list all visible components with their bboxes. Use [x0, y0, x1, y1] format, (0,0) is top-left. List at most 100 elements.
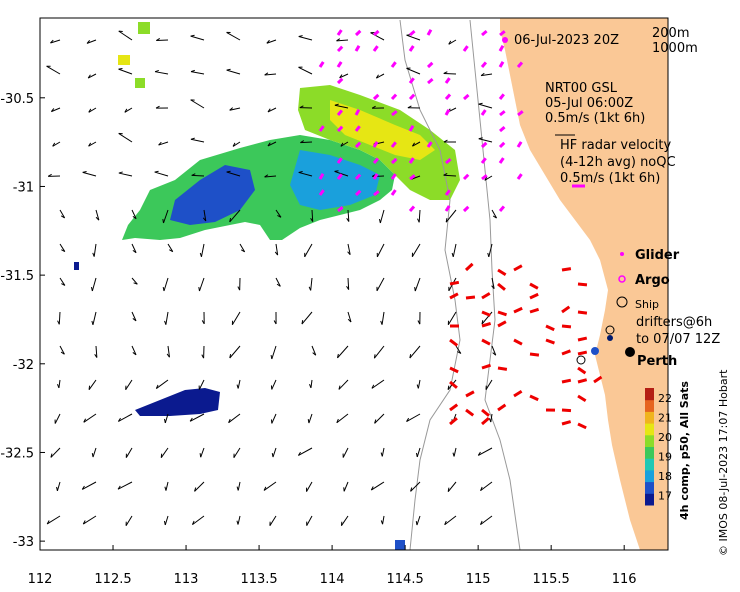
- ocean-current-arrow: [409, 345, 421, 359]
- y-tick-label: -32.5: [0, 446, 34, 461]
- hf-radar-arrow: [481, 338, 491, 346]
- glider-velocity-arrow: [426, 61, 434, 69]
- ocean-current-arrow: [381, 311, 385, 325]
- ocean-current-arrow: [490, 413, 493, 423]
- ocean-current-arrowhead: [484, 176, 488, 181]
- glider-velocity-arrow: [354, 125, 361, 132]
- ocean-current-arrow: [124, 107, 133, 113]
- ocean-current-arrowhead: [451, 252, 454, 257]
- hf-avg: (4-12h avg) noQC: [560, 155, 676, 170]
- ocean-current-arrowhead: [163, 418, 166, 424]
- ocean-current-arrowhead: [443, 71, 448, 74]
- ocean-current-arrow: [163, 277, 169, 292]
- ocean-current-arrow: [347, 311, 352, 323]
- ocean-current-arrowhead: [94, 353, 98, 358]
- glider-velocity-arrow: [444, 109, 451, 116]
- ocean-current-arrow: [160, 447, 169, 459]
- ocean-current-arrow: [342, 447, 349, 458]
- ocean-current-arrow: [56, 481, 61, 492]
- colorbar-segment: [645, 481, 654, 494]
- ocean-current-arrowhead: [133, 282, 138, 285]
- ocean-current-arrowhead: [346, 286, 350, 290]
- perth-marker: [625, 347, 635, 357]
- ocean-current-arrowhead: [228, 418, 231, 423]
- ocean-current-arrowhead: [82, 170, 87, 173]
- sst-speck-1: [118, 55, 130, 65]
- ocean-current-arrow: [131, 277, 138, 285]
- hf-radar-arrow: [449, 403, 459, 412]
- ocean-current-arrowhead: [478, 137, 483, 140]
- glider-velocity-arrow: [498, 93, 505, 100]
- glider-velocity-arrow: [354, 29, 362, 37]
- ocean-current-arrow: [58, 379, 61, 389]
- ocean-current-arrowhead: [232, 142, 236, 147]
- ocean-current-arrowhead: [267, 108, 271, 113]
- hf-radar-arrow: [513, 389, 523, 398]
- hf-radar-arrow: [561, 408, 572, 413]
- ocean-current-arrowhead: [57, 320, 60, 325]
- hf-scale: 0.5m/s (1kt 6h): [560, 171, 660, 186]
- glider-velocity-arrow: [462, 205, 470, 213]
- ocean-current-arrow: [336, 39, 349, 42]
- ocean-current-arrow: [58, 311, 61, 325]
- ocean-current-arrow: [191, 174, 205, 177]
- ocean-current-arrow: [93, 243, 97, 257]
- ocean-current-arrow: [190, 99, 205, 109]
- ocean-current-arrowhead: [373, 354, 376, 359]
- ocean-current-arrow: [167, 345, 170, 358]
- ocean-current-arrowhead: [132, 249, 137, 254]
- ocean-current-arrowhead: [410, 487, 413, 492]
- hf-radar-arrow: [497, 320, 507, 328]
- hf-radar-arrow: [497, 366, 508, 371]
- ocean-current-arrow: [414, 277, 421, 292]
- x-tick-label: 112.5: [94, 572, 131, 587]
- y-tick-label: -31: [13, 180, 34, 195]
- ocean-current-arrowhead: [407, 105, 412, 109]
- glider-velocity-arrow: [336, 29, 343, 36]
- hf-radar-arrow: [577, 394, 587, 403]
- ocean-current-arrow: [51, 107, 61, 113]
- ocean-current-arrow: [46, 515, 61, 525]
- ocean-current-arrow: [371, 379, 385, 389]
- ocean-current-arrow: [298, 36, 313, 41]
- glider-velocity-arrows: [318, 29, 524, 213]
- bathymetry-contours: [399, 19, 521, 551]
- ocean-current-arrowhead: [87, 74, 91, 79]
- ocean-current-arrow: [301, 311, 313, 325]
- ocean-current-arrowhead: [91, 453, 94, 458]
- ocean-current-arrow: [54, 413, 61, 424]
- ocean-current-arrowhead: [201, 354, 205, 359]
- ocean-current-arrow: [118, 30, 133, 41]
- glider-velocity-arrow: [318, 61, 325, 68]
- ocean-current-arrow: [190, 35, 205, 41]
- x-tick-label: 112: [28, 572, 53, 587]
- ocean-current-arrowhead: [229, 217, 232, 223]
- depth-label-1000m: 1000m: [652, 41, 698, 56]
- ocean-current-arrow: [86, 39, 97, 44]
- ocean-current-arrow: [275, 209, 282, 218]
- glider-velocity-arrow: [318, 189, 325, 196]
- credit: © IMOS 08-Jul-2023 17:07 Hobart: [717, 369, 730, 556]
- ocean-current-arrow: [298, 66, 313, 75]
- depth-label-200m: 200m: [652, 26, 689, 41]
- glider-velocity-arrow: [373, 29, 380, 37]
- glider-velocity-arrow: [516, 173, 523, 180]
- ocean-current-arrow: [59, 243, 66, 252]
- ocean-current-arrowhead: [336, 353, 339, 358]
- ocean-current-arrowhead: [132, 318, 137, 322]
- drifter-ring-2: [576, 355, 586, 365]
- ocean-current-arrowhead: [266, 39, 270, 44]
- ocean-current-arrow: [447, 311, 457, 326]
- sst-speck-3: [135, 78, 145, 88]
- ocean-current-arrowhead: [447, 487, 450, 492]
- ocean-current-arrow: [194, 481, 205, 492]
- ocean-current-arrow: [275, 243, 279, 256]
- glider-velocity-arrow: [336, 125, 344, 133]
- ocean-current-arrowhead: [118, 68, 123, 70]
- ocean-current-arrowhead: [264, 174, 269, 178]
- hf-radar-arrow: [529, 282, 539, 290]
- ocean-current-arrow: [131, 243, 137, 253]
- ocean-current-arrowhead: [198, 286, 200, 292]
- ocean-current-arrowhead: [481, 320, 484, 325]
- glider-velocity-arrow: [408, 205, 416, 213]
